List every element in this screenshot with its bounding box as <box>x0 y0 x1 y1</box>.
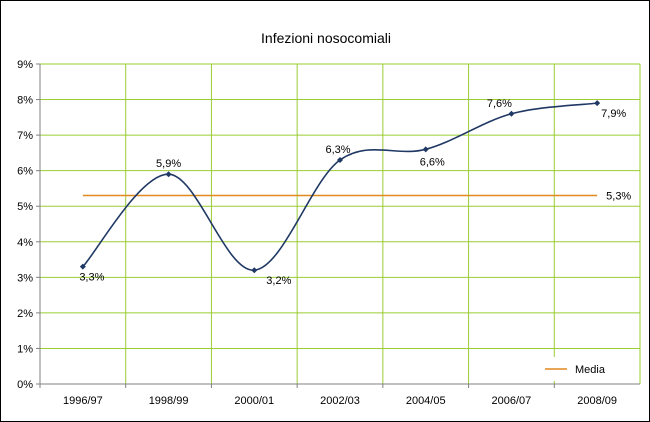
y-tick-label: 2% <box>17 308 33 320</box>
media-label: 5,3% <box>606 191 631 203</box>
data-point-label: 6,3% <box>325 144 350 156</box>
data-point-label: 6,6% <box>420 156 445 168</box>
chart-title: Infezioni nosocomiali <box>261 30 391 46</box>
x-tick-label: 2000/01 <box>234 395 274 407</box>
legend: Media <box>534 357 626 381</box>
x-tick-label: 2006/07 <box>492 395 532 407</box>
y-tick-label: 8% <box>17 95 33 107</box>
x-tick-label: 2004/05 <box>406 395 446 407</box>
y-tick-label: 1% <box>17 343 33 355</box>
y-tick-label: 0% <box>17 379 33 391</box>
label-layer: 5,3% 3,3% 5,9% 3,2% 6,3% 6,6% 7,6% 7,9% <box>79 98 631 287</box>
data-point-marker <box>251 267 258 274</box>
y-tick-label: 6% <box>17 166 33 178</box>
grid-layer <box>40 63 641 384</box>
series-line <box>82 102 598 272</box>
data-point-marker <box>508 110 515 117</box>
data-point-marker <box>594 100 601 107</box>
x-tick-label: 2008/09 <box>577 395 617 407</box>
y-tick-label: 9% <box>17 59 33 71</box>
x-tick-label: 1998/99 <box>149 395 189 407</box>
y-tick-label: 4% <box>17 237 33 249</box>
data-point-label: 3,2% <box>266 275 291 287</box>
y-tick-label: 7% <box>17 130 33 142</box>
data-point-label: 5,9% <box>156 158 181 170</box>
y-tick-label: 3% <box>17 272 33 284</box>
data-point-marker <box>165 171 172 178</box>
data-point-marker <box>79 263 86 270</box>
data-point-marker <box>337 157 343 163</box>
data-point-label: 7,6% <box>487 98 512 110</box>
axis-layer: 0% 1% 2% 3% 4% 5% 6% 7% 8% 9% 1996/97 1998/99 2000/0… <box>17 59 640 407</box>
data-point-label: 7,9% <box>601 108 626 120</box>
data-point-marker <box>422 146 429 153</box>
series-layer <box>79 100 601 274</box>
x-tick-label: 1996/97 <box>63 395 103 407</box>
y-tick-label: 5% <box>17 201 33 213</box>
legend-label-media: Media <box>575 364 606 376</box>
data-point-label: 3,3% <box>79 272 104 284</box>
x-tick-label: 2002/03 <box>320 395 360 407</box>
